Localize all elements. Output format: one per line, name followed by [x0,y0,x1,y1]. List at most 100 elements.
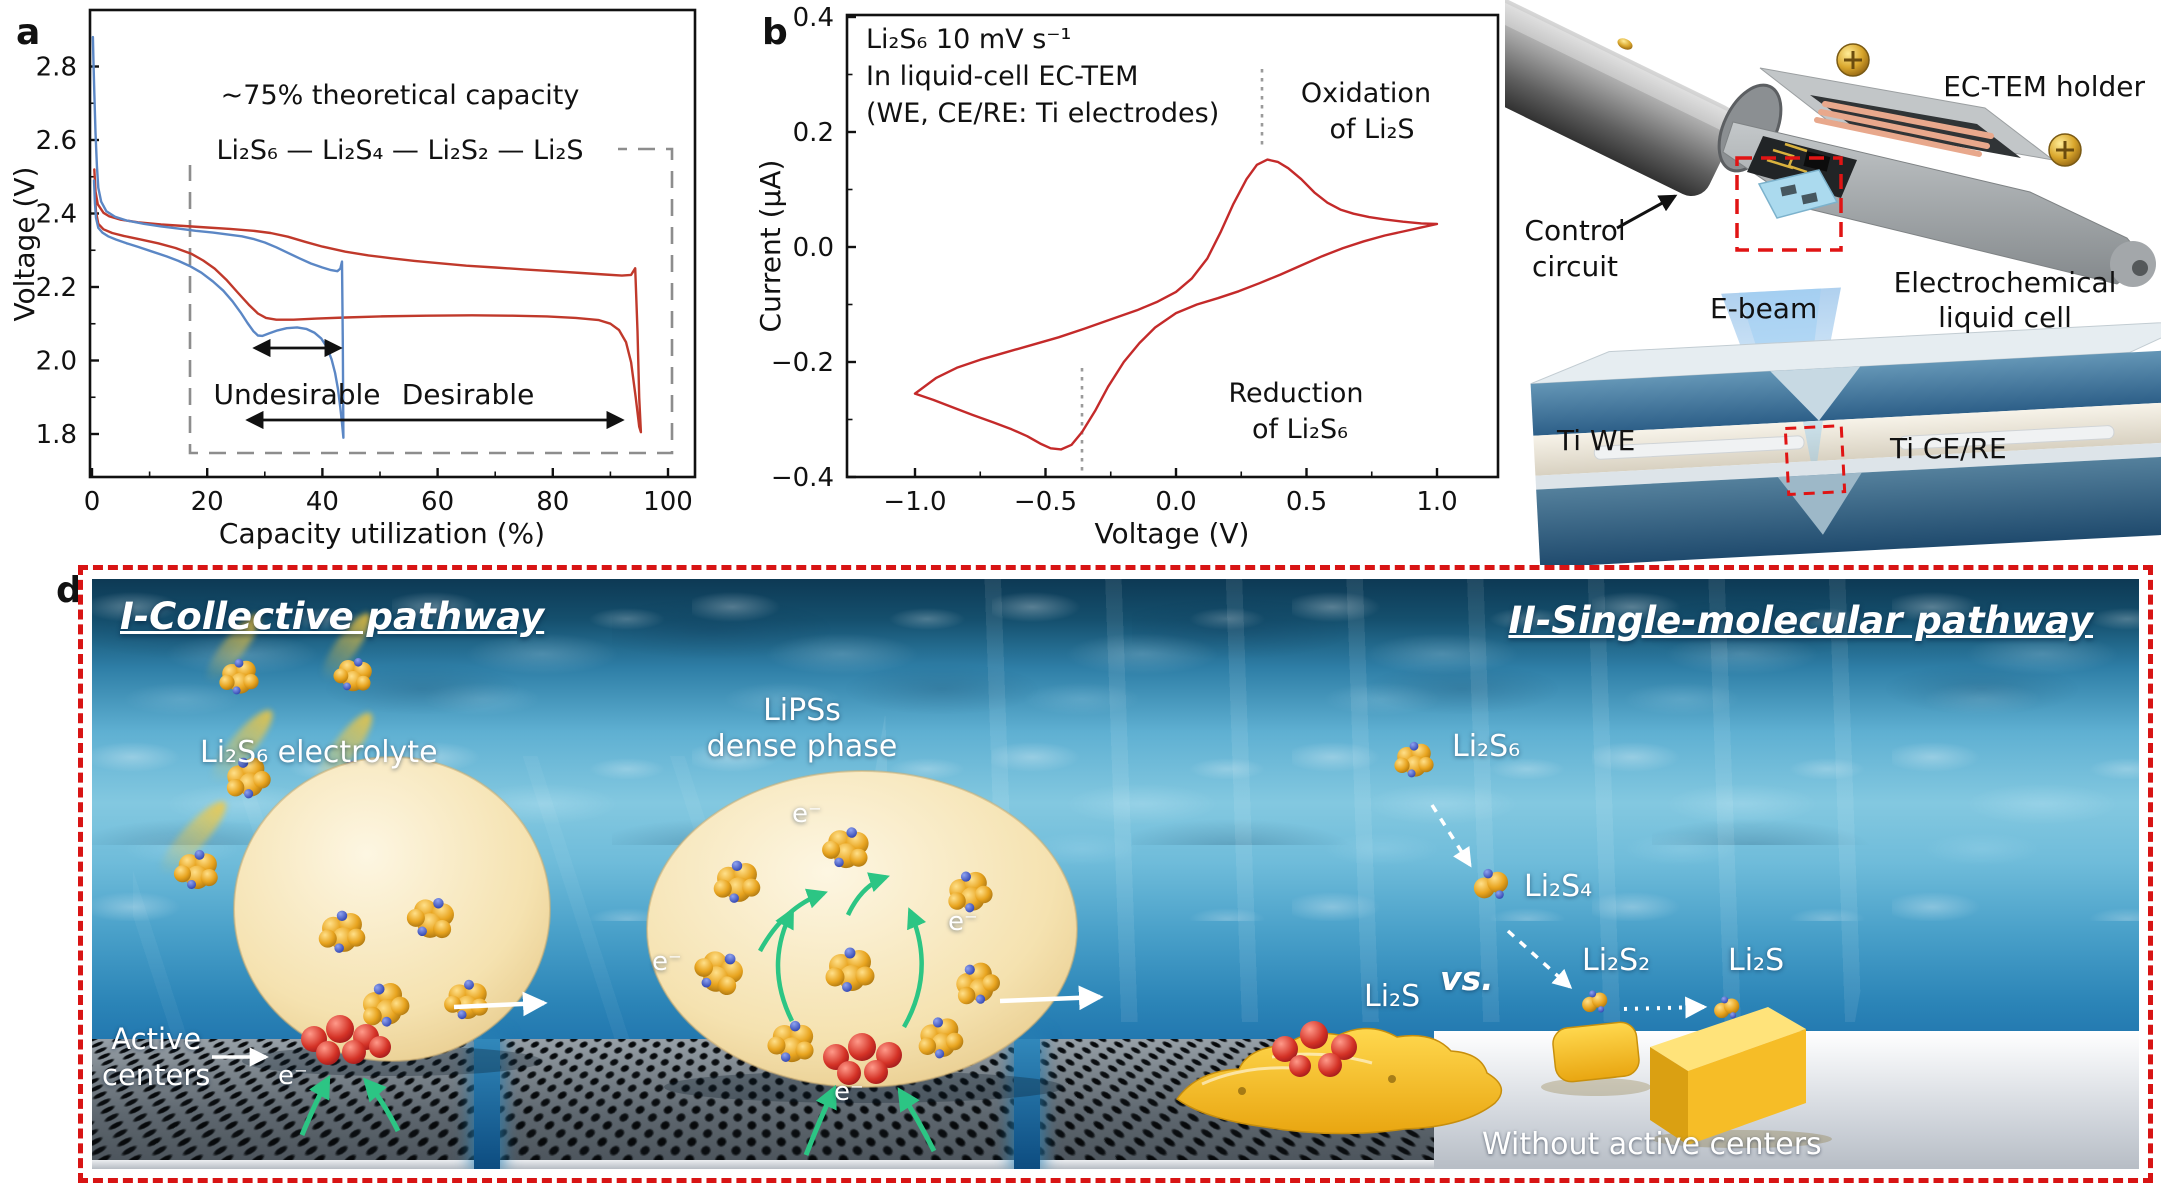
svg-text:0.0: 0.0 [793,233,834,263]
x-ticks-a: 0 20 40 60 80 100 [84,468,693,517]
svg-text:2.8: 2.8 [36,53,77,83]
electron-label-4: e⁻ [652,947,682,977]
underwater-scene: I-Collective pathway II-Single-molecular… [92,579,2139,1169]
ti-ce-re-label: Ti CE/RE [1889,432,2007,465]
li2s2-molecule [1582,990,1608,1013]
y-axis-label-b: Current (μA) [754,160,787,333]
panel-d-label: d [56,570,82,611]
conversion-arrow-3 [1623,996,1708,1019]
ti-we-label: Ti WE [1556,424,1635,457]
gold-screw-1 [1836,43,1870,77]
dense-phase-label: LiPSs dense phase [692,693,912,765]
control-label-1: Control [1524,214,1625,247]
x-ticks-b: −1.0 −0.5 0.0 0.5 1.0 [883,468,1458,517]
cell-interior [1533,402,2161,476]
top-chip-window-bevel [1770,366,1861,421]
circulation-arrows [758,872,927,1029]
li2s4-molecule [1473,868,1509,899]
chip-slot-2 [1801,192,1818,205]
holder-tip [2110,241,2156,287]
svg-text:2.2: 2.2 [36,273,77,303]
reduction-label-2: of Li₂S₆ [1252,414,1348,445]
x-axis-label-a: Capacity utilization (%) [219,517,545,550]
bottom-chip-front-face [1536,456,2161,565]
conversion-arrow-1 [1430,804,1472,868]
sheet-gap-2 [1014,1039,1040,1169]
panel-d: I-Collective pathway II-Single-molecular… [78,565,2153,1183]
svg-text:2.6: 2.6 [36,126,77,156]
y-ticks-b: −0.4 −0.2 0.0 0.2 0.4 [771,3,856,493]
lipss-blob-small [233,756,551,1062]
step-arrow-2 [999,985,1104,1011]
text-backing [186,134,618,165]
li2s2-label: Li₂S₂ [1582,943,1651,978]
panel-a-chart: a 0 20 40 60 80 100 1.8 2.0 2.2 2.4 2.6 2.8 ~75% t… [8,8,697,550]
svg-text:60: 60 [421,487,454,517]
active-centers-cluster-2 [823,1033,902,1085]
graphene-floor [92,1039,1437,1169]
active-centers-cluster-1 [301,1015,391,1065]
single-molecular-pathway-title: II-Single-molecular pathway [1508,599,2093,642]
svg-text:0.4: 0.4 [793,3,834,33]
li2s6-label: Li₂S₆ [1452,729,1521,764]
electron-label-3: e⁻ [948,907,978,937]
x-minor-ticks-a [148,471,612,477]
electron-label-1: e⁻ [278,1061,308,1091]
oxidation-label-2: of Li₂S [1329,114,1414,145]
ebeam-label: E-beam [1710,292,1817,325]
collective-pathway-title: I-Collective pathway [120,595,545,638]
chip-slot-1 [1780,184,1797,197]
copper-tubes [1814,101,1994,157]
electrolyte-label: Li₂S₆ electrolyte [200,735,438,770]
desirable-label: Desirable [402,378,535,411]
species-annotation: Li₂S₆ — Li₂S₄ — Li₂S₂ — Li₂S [217,135,584,166]
svg-text:1.8: 1.8 [36,420,77,450]
dense-phase-line2: dense phase [706,729,898,764]
svg-text:1.0: 1.0 [1416,487,1457,517]
tip-hole [2132,260,2148,276]
svg-text:2.0: 2.0 [36,347,77,377]
svg-text:−0.2: −0.2 [771,348,834,378]
li2s-rod [1650,1007,1806,1145]
li2s-deposit-label: Li₂S [1364,979,1421,1014]
li2s-molecule [1714,996,1740,1019]
plot-frame-a [88,8,697,479]
gold-screw-2 [2048,133,2082,167]
panel-b-chart: b −1.0 −0.5 0.0 0.5 1.0 −0.4 −0.2 0.0 0.2 0.4 Li… [754,3,1500,550]
condition-line2: In liquid-cell EC-TEM [866,61,1138,92]
reduction-label-1: Reduction [1229,378,1364,409]
panel-a-label: a [16,12,40,53]
bottom-chip-top-face [1535,442,2161,490]
capacity-annotation: ~75% theoretical capacity [221,80,580,111]
we-electrode [1593,435,1805,460]
li2s6-molecule [1394,741,1434,778]
without-active-centers-label: Without active centers [1482,1127,1822,1162]
step-arrow-1 [453,991,548,1017]
electron-arrows-1 [299,1074,401,1136]
single-molecular-chain [1394,741,1832,1148]
scene-overlay [159,613,1832,1156]
svg-text:80: 80 [536,487,569,517]
svg-text:2.4: 2.4 [36,200,77,230]
active-centers-line2: centers [102,1058,211,1092]
svg-text:−1.0: −1.0 [883,487,946,517]
blue-curve [91,35,345,439]
active-centers-line1: Active [111,1022,202,1056]
liquid-cell [1530,287,2161,565]
svg-text:0.2: 0.2 [793,118,834,148]
x-axis-label-b: Voltage (V) [1095,517,1250,550]
y-axis-label-a: Voltage (V) [8,167,41,322]
circuit-wires [1766,142,1808,174]
active-centers-label: Active centers [102,1021,210,1093]
svg-text:100: 100 [643,487,693,517]
li2s4-label: Li₂S₄ [1524,869,1593,904]
condition-line3: (WE, CE/RE: Ti electrodes) [866,98,1219,129]
electron-arrows-2 [803,1084,937,1156]
conversion-arrow-2 [1506,929,1573,989]
panel-b-label: b [762,12,788,53]
electron-label-2: e⁻ [792,799,822,829]
dense-phase-line1: LiPSs [763,693,841,728]
holder-label: EC-TEM holder [1943,70,2145,103]
y-minor-ticks-b [847,73,853,421]
